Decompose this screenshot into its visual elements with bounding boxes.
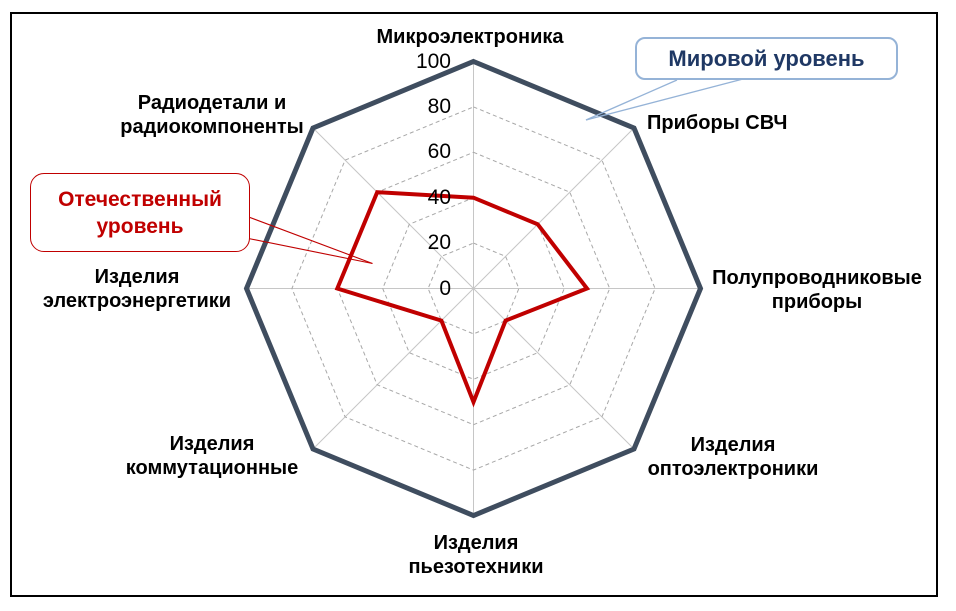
axis-label-4: Изделия пьезотехники	[408, 532, 544, 578]
tick-label-0: 0	[439, 276, 451, 300]
grid-spoke-7	[312, 127, 474, 289]
axis-label-1: Приборы СВЧ	[647, 112, 788, 134]
axis-label-3: Изделия оптоэлектроники	[647, 434, 819, 480]
grid-ring-80	[291, 106, 656, 471]
domestic-callout-pointer-1	[245, 237, 373, 265]
world-level-callout-label: Мировой уровень	[668, 45, 865, 71]
axis-label-2: Полупроводниковые приборы	[712, 267, 922, 313]
tick-label-60: 60	[427, 140, 451, 164]
domestic-level-callout-label: Отечественный уровень	[58, 187, 222, 238]
axis-label-6: Изделия электроэнергетики	[42, 266, 232, 312]
axis-label-7: Радиодетали и радиокомпоненты	[120, 92, 304, 138]
axis-label-0: Микроэлектроника	[376, 26, 564, 48]
tick-label-20: 20	[427, 231, 451, 255]
chart-border	[10, 12, 938, 597]
series-polygon-0	[243, 58, 704, 519]
world-callout-pointer-0	[585, 79, 678, 121]
domestic-callout-pointer-0	[245, 215, 373, 265]
tick-label-80: 80	[427, 94, 451, 118]
domestic-level-callout: Отечественный уровень	[30, 173, 250, 252]
axis-label-5: Изделия коммутационные	[125, 433, 299, 479]
grid-ring-40	[382, 197, 565, 380]
series-polygon-1	[334, 190, 591, 408]
grid-spoke-5	[312, 288, 474, 450]
grid-spoke-3	[473, 288, 635, 450]
grid-spoke-1	[473, 127, 635, 289]
grid-ring-20	[427, 242, 520, 335]
tick-label-100: 100	[415, 49, 451, 73]
world-callout-pointer-1	[585, 78, 744, 121]
world-level-callout: Мировой уровень	[635, 37, 898, 80]
tick-label-40: 40	[427, 185, 451, 209]
